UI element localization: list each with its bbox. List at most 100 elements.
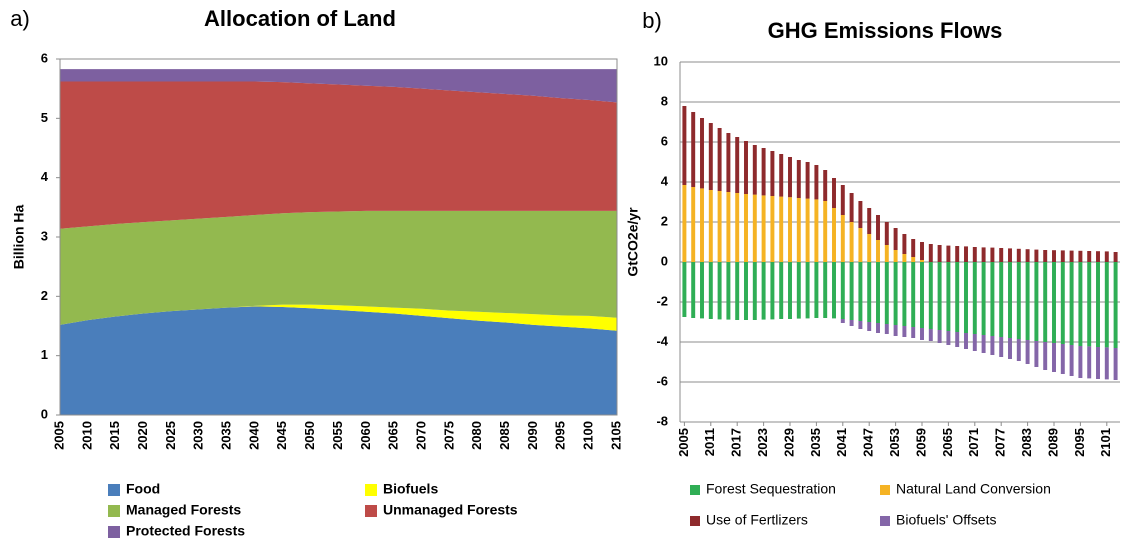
bar	[1034, 249, 1039, 262]
bar	[867, 262, 872, 322]
bar	[823, 201, 828, 262]
x-tick-label: 2025	[163, 421, 178, 450]
bar	[972, 262, 977, 334]
bar	[761, 262, 766, 320]
bar	[911, 257, 916, 262]
x-tick-label: 2090	[525, 421, 540, 450]
legend-label: Biofuels' Offsets	[896, 512, 996, 528]
bar	[840, 262, 845, 319]
y-tick-label: -4	[656, 333, 668, 348]
bar	[805, 162, 810, 199]
legend-swatch	[690, 485, 700, 495]
bar	[823, 262, 828, 318]
bar	[1052, 343, 1056, 372]
bar	[1096, 262, 1100, 347]
bar	[990, 247, 995, 262]
bar	[946, 262, 951, 331]
legend-swatch	[880, 516, 890, 526]
x-tick-label: 2089	[1045, 428, 1060, 457]
bar	[920, 328, 924, 340]
x-tick-label: 2005	[51, 421, 66, 450]
bar	[744, 194, 748, 262]
area	[60, 69, 617, 103]
bar	[735, 262, 740, 320]
bar	[1104, 347, 1109, 380]
bar	[1113, 348, 1118, 380]
bar	[849, 193, 854, 222]
bar	[814, 199, 819, 262]
bar	[884, 245, 889, 262]
y-tick-label: -8	[656, 413, 668, 428]
bar	[682, 185, 687, 262]
area	[60, 304, 617, 331]
bar	[902, 326, 907, 337]
bar	[770, 151, 775, 196]
bar	[955, 246, 960, 262]
bar	[893, 250, 898, 262]
bar	[752, 145, 757, 195]
bar	[946, 331, 951, 345]
x-tick-label: 2017	[729, 428, 744, 457]
legend-label: Managed Forests	[126, 502, 241, 518]
bar	[876, 240, 880, 262]
bar	[876, 262, 880, 323]
x-tick-label: 2045	[274, 421, 289, 450]
bar	[744, 141, 748, 194]
y-tick-label: 4	[41, 169, 49, 184]
x-tick-label: 2035	[808, 428, 823, 457]
bar	[849, 320, 854, 326]
bar	[1096, 251, 1100, 262]
legend-label: Forest Sequestration	[706, 481, 836, 497]
bar	[893, 325, 898, 336]
legend-swatch	[108, 505, 120, 517]
x-tick-label: 2040	[246, 421, 261, 450]
bar	[955, 262, 960, 332]
bar	[1087, 251, 1092, 262]
bar	[1043, 342, 1048, 370]
bar	[832, 262, 836, 319]
x-tick-label: 2071	[966, 428, 981, 457]
bar	[849, 262, 854, 320]
legend-swatch	[365, 484, 377, 496]
bar	[788, 157, 792, 198]
y-tick-label: -6	[656, 373, 668, 388]
bar	[840, 185, 845, 215]
bar	[796, 198, 801, 262]
legend-swatch	[365, 505, 377, 517]
bar	[946, 245, 951, 262]
bar	[1008, 262, 1012, 338]
bar	[1025, 262, 1030, 340]
area	[60, 81, 617, 229]
bar	[805, 198, 810, 262]
bar	[920, 260, 924, 262]
bar	[928, 262, 933, 329]
chart-title: Allocation of Land	[204, 6, 396, 31]
bar	[1016, 339, 1021, 361]
y-tick-label: 2	[661, 213, 668, 228]
x-tick-label: 2020	[135, 421, 150, 450]
bar	[682, 106, 687, 185]
bar	[981, 335, 986, 353]
bar	[911, 262, 916, 327]
y-axis-title: Billion Ha	[11, 205, 27, 270]
bar	[708, 123, 713, 190]
panel-label: b)	[642, 8, 662, 33]
bar	[1113, 262, 1118, 348]
bar	[1060, 344, 1065, 374]
x-tick-label: 2059	[913, 428, 928, 457]
bar	[1016, 248, 1021, 262]
bar	[1078, 262, 1083, 346]
plot-border	[59, 58, 618, 416]
bar	[735, 193, 740, 262]
bar	[990, 262, 995, 336]
y-tick-label: 6	[41, 50, 48, 65]
bar	[858, 201, 863, 228]
bar	[1069, 250, 1074, 262]
bar	[999, 248, 1004, 262]
x-tick-label: 2055	[330, 421, 345, 450]
bar	[1104, 262, 1109, 348]
bar	[893, 228, 898, 250]
bar	[964, 333, 968, 349]
bar	[920, 262, 924, 328]
legend-label: Unmanaged Forests	[383, 502, 518, 518]
